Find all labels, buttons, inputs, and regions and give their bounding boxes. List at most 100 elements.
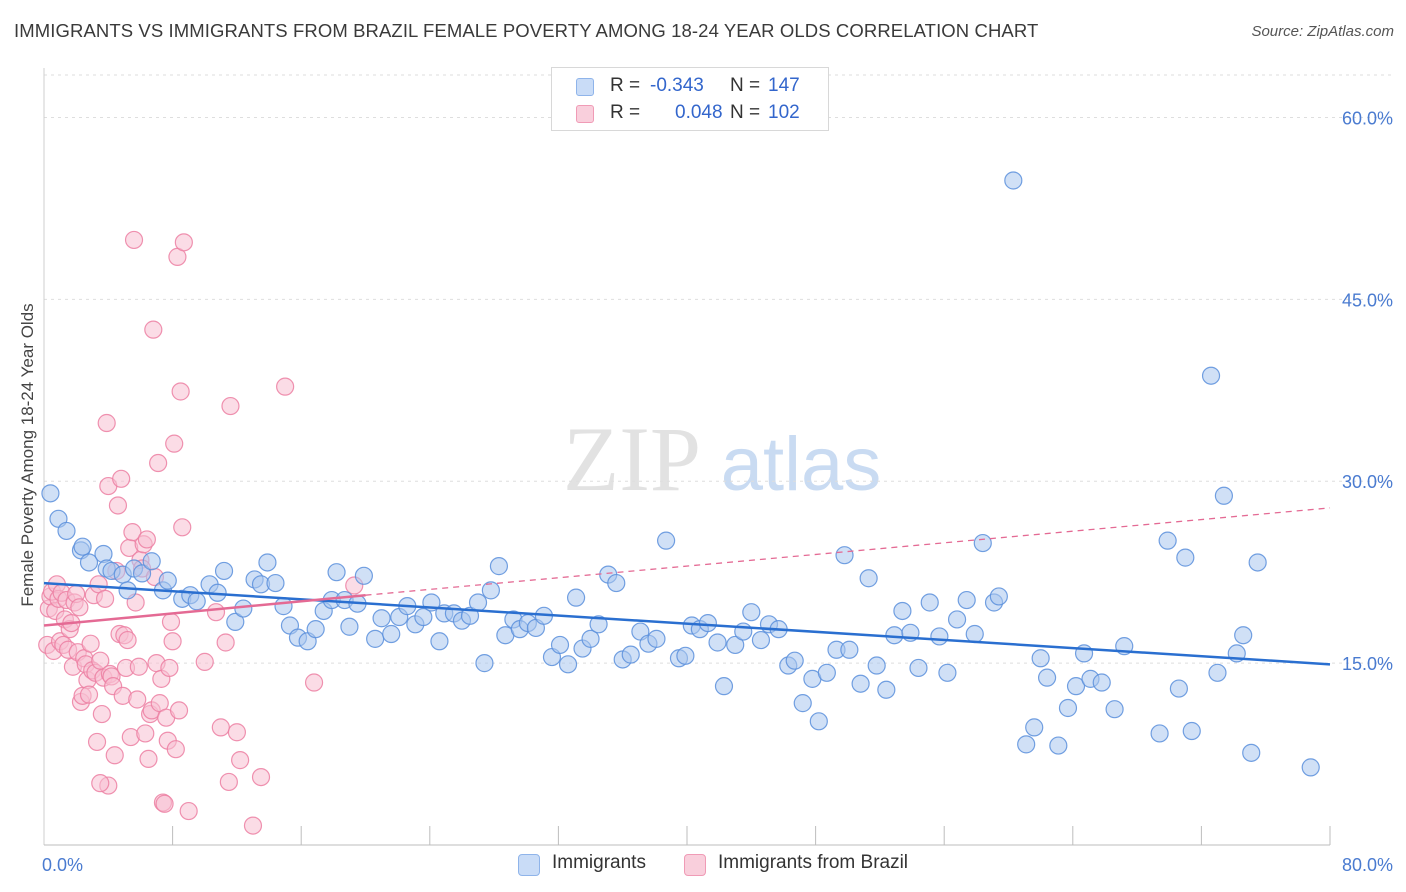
data-point — [95, 589, 115, 608]
axes — [43, 68, 1331, 846]
data-point — [171, 382, 190, 401]
data-point — [137, 530, 156, 549]
data-point — [973, 533, 992, 553]
data-point — [1201, 366, 1221, 385]
data-point — [166, 740, 185, 759]
data-point — [144, 320, 163, 339]
data-point — [607, 573, 626, 593]
data-point — [698, 613, 717, 633]
data-point — [1182, 721, 1201, 741]
data-point — [251, 767, 271, 787]
data-point — [160, 658, 179, 678]
data-point — [41, 484, 60, 503]
data-point — [92, 704, 111, 724]
data-points — [38, 171, 1320, 835]
legend-n-label: N = — [730, 75, 761, 96]
data-point — [550, 635, 570, 655]
data-point — [647, 629, 666, 648]
data-point — [809, 712, 828, 731]
data-point — [354, 566, 373, 585]
data-point — [1031, 649, 1050, 668]
data-point — [124, 230, 144, 250]
data-point — [938, 663, 957, 682]
legend-n-value: 147 — [768, 75, 800, 96]
data-point — [676, 646, 695, 665]
data-point — [851, 674, 870, 693]
data-point — [306, 620, 325, 639]
data-point — [1058, 698, 1078, 718]
data-point — [1214, 486, 1234, 505]
data-point — [372, 609, 391, 628]
data-point — [742, 603, 761, 622]
data-point — [274, 597, 293, 616]
data-point — [118, 630, 137, 650]
data-point — [1049, 736, 1068, 755]
data-point — [957, 590, 976, 610]
data-point — [132, 564, 152, 583]
chart-title: IMMIGRANTS VS IMMIGRANTS FROM BRAZIL FEM… — [14, 20, 1039, 41]
data-point — [817, 663, 836, 682]
data-point — [481, 581, 500, 600]
data-point — [1169, 679, 1188, 698]
data-point — [57, 521, 76, 541]
data-point — [149, 453, 168, 473]
data-point — [793, 694, 812, 713]
data-point — [163, 632, 182, 651]
series-swatch-immigrants — [518, 854, 540, 876]
data-point — [414, 607, 433, 627]
data-point — [1037, 668, 1057, 687]
series-brazil — [38, 230, 364, 835]
series-label-brazil: Immigrants from Brazil — [718, 852, 909, 873]
data-point — [216, 633, 235, 652]
data-point — [266, 573, 285, 593]
data-point — [714, 677, 734, 696]
data-point — [340, 617, 359, 636]
data-point — [73, 537, 92, 556]
data-point — [558, 655, 578, 674]
axis-labels: 15.0% 30.0% 45.0% 60.0% 0.0% 80.0% Female Pove… — [18, 108, 1393, 875]
data-point — [1301, 758, 1320, 777]
data-point — [657, 531, 676, 550]
data-point — [142, 552, 161, 571]
data-point — [206, 603, 226, 622]
data-point — [136, 724, 155, 743]
data-point — [219, 772, 238, 792]
data-point — [108, 496, 128, 515]
legend-r-label: R = — [610, 75, 641, 96]
trend-lines — [43, 507, 1331, 666]
trend-line-extension — [365, 507, 1331, 596]
data-point — [589, 615, 608, 634]
data-point — [211, 718, 230, 737]
data-point — [489, 557, 509, 576]
data-point — [909, 658, 928, 678]
y-tick-label: 15.0% — [1342, 654, 1393, 674]
data-point — [621, 645, 640, 664]
data-point — [187, 592, 206, 611]
data-point — [965, 624, 984, 644]
data-point — [1017, 735, 1036, 754]
data-point — [840, 640, 859, 659]
data-point — [179, 801, 198, 821]
data-point — [920, 593, 939, 612]
data-point — [155, 794, 174, 813]
data-point — [123, 523, 142, 542]
data-point — [79, 685, 99, 704]
data-point — [989, 587, 1008, 606]
data-point — [366, 629, 385, 648]
data-point — [1158, 531, 1177, 550]
data-point — [97, 413, 116, 433]
data-point — [169, 701, 189, 720]
data-point — [173, 518, 192, 537]
y-tick-label: 60.0% — [1342, 108, 1393, 128]
data-point — [243, 816, 263, 835]
data-point — [258, 553, 277, 572]
data-point — [226, 612, 245, 631]
data-point — [70, 598, 89, 617]
y-tick-label: 30.0% — [1342, 472, 1393, 492]
data-point — [129, 657, 148, 676]
data-point — [112, 469, 131, 488]
data-point — [234, 599, 253, 618]
series-swatch-brazil — [684, 854, 706, 876]
y-tick-label: 45.0% — [1342, 290, 1393, 310]
data-point — [214, 561, 234, 581]
